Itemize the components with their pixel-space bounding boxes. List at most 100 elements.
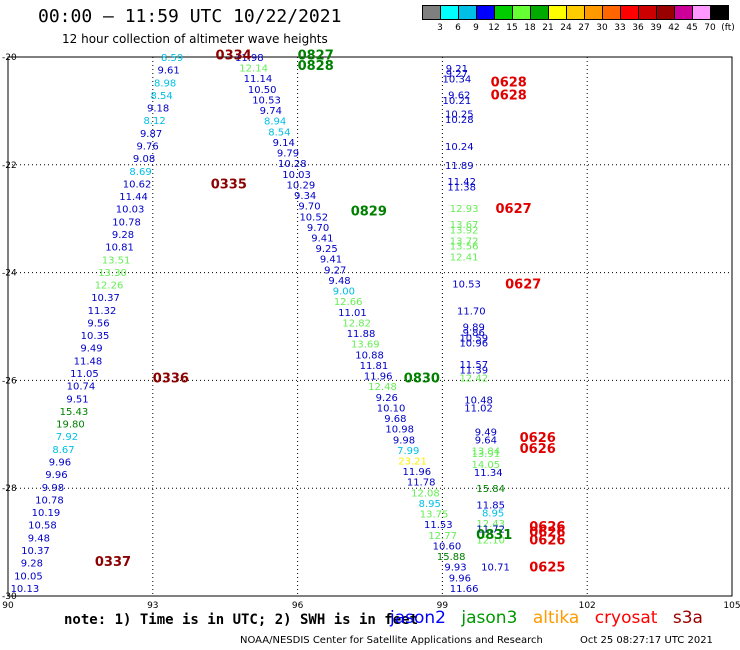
wave-height-label: 15.88: [437, 552, 466, 563]
wave-height-label: 9.64: [475, 436, 497, 447]
wave-height-label: 12.42: [459, 374, 488, 385]
x-tick-label: 102: [579, 601, 596, 611]
pass-time-label: 0628: [491, 75, 527, 90]
pass-time-label: 0626: [520, 442, 556, 457]
wave-height-label: 10.53: [452, 279, 481, 290]
x-tick-label: 105: [723, 601, 740, 611]
pass-time-label: 0626: [520, 431, 556, 446]
legend-item-altika: altika: [532, 608, 580, 628]
wave-height-label: 9.00: [333, 287, 355, 298]
wave-height-label: 9.70: [298, 202, 320, 213]
wave-height-label: 10.19: [32, 508, 61, 519]
wave-height-label: 23.21: [398, 456, 427, 467]
wave-height-label: 8.67: [52, 445, 74, 456]
wave-height-label: 10.53: [252, 95, 281, 106]
pass-time-label: 0335: [211, 178, 247, 193]
wave-height-label: 10.81: [105, 243, 134, 254]
color-scale-label: 24: [560, 23, 572, 33]
color-scale-label: 3: [437, 23, 443, 33]
wave-height-label: 11.88: [347, 329, 376, 340]
wave-height-label: 10.05: [14, 571, 43, 582]
wave-height-label: 9.51: [66, 394, 88, 405]
wave-height-label: 11.14: [244, 74, 273, 85]
color-scale-label: 6: [455, 23, 461, 33]
wave-height-label: 9.26: [376, 393, 398, 404]
color-scale-swatch: [710, 5, 729, 20]
wave-height-label: 10.34: [443, 75, 472, 86]
wave-height-label: 8.95: [482, 508, 504, 519]
legend-item-cryosat: cryosat: [594, 608, 658, 628]
wave-height-label: 7.99: [397, 446, 419, 457]
wave-height-label: 14.05: [472, 460, 501, 471]
wave-height-label: 13.56: [450, 242, 479, 253]
footnote: note: 1) Time is in UTC; 2) SWH is in fe…: [64, 612, 419, 628]
wave-height-label: 13.92: [450, 225, 479, 236]
wave-height-label: 9.41: [311, 234, 333, 245]
wave-height-label: 12.26: [95, 281, 124, 292]
wave-height-label: 11.05: [70, 369, 99, 380]
wave-height-label: 10.88: [355, 350, 384, 361]
wave-height-label: 8.95: [419, 499, 441, 510]
wave-height-label: 8.54: [150, 91, 172, 102]
wave-height-label: 15.43: [60, 407, 89, 418]
wave-height-label: 9.79: [277, 149, 299, 160]
wave-height-label: 11.32: [88, 306, 117, 317]
pass-time-label: 0830: [404, 372, 440, 387]
y-tick-label: -28: [2, 484, 17, 494]
wave-height-label: 9.96: [449, 573, 471, 584]
wave-height-label: 11.02: [464, 403, 493, 414]
color-scale-label: 36: [632, 23, 644, 33]
wave-height-label: 19.80: [56, 420, 85, 431]
wave-height-label: 12.10: [476, 535, 505, 546]
wave-height-label: 11.96: [403, 467, 432, 478]
wave-height-label: 9.56: [87, 318, 109, 329]
wave-height-label: 11.39: [459, 366, 488, 377]
wave-height-label: 9.21: [446, 64, 468, 75]
color-scale-label: 9: [473, 23, 479, 33]
chart-title: 00:00 – 11:59 UTC 10/22/2021: [38, 6, 342, 27]
wave-height-label: 11.96: [364, 372, 393, 383]
wave-height-label: 11.44: [119, 192, 148, 203]
wave-height-label: 9.08: [133, 154, 155, 165]
wave-height-label: 10.96: [459, 339, 488, 350]
wave-height-label: 10.28: [445, 115, 474, 126]
wave-height-label: 9.34: [294, 191, 316, 202]
wave-height-label: 12.77: [428, 531, 457, 542]
wave-height-label: 11.01: [338, 308, 367, 319]
wave-height-label: 10.59: [459, 333, 488, 344]
x-tick-label: 90: [2, 601, 14, 611]
legend-item-s3a: s3a: [672, 608, 703, 628]
wave-height-label: 11.81: [360, 361, 389, 372]
wave-height-label: 13.30: [98, 268, 127, 279]
wave-height-label: 13.91: [472, 449, 501, 460]
wave-height-label: 9.98: [42, 483, 64, 494]
wave-height-label: 10.78: [35, 495, 64, 506]
wave-height-label: 10.50: [248, 85, 277, 96]
footer-timestamp: Oct 25 08:27:17 UTC 2021: [580, 635, 713, 646]
wave-height-label: 11.78: [407, 478, 436, 489]
color-scale-label: 30: [596, 23, 608, 33]
wave-height-label: 9.41: [320, 255, 342, 266]
wave-height-label: 9.49: [475, 428, 497, 439]
wave-height-label: 8.94: [264, 117, 286, 128]
wave-height-label: 12.14: [239, 64, 268, 75]
color-scale-label: 39: [650, 23, 662, 33]
wave-height-label: 9.49: [80, 344, 102, 355]
pass-time-label: 0625: [529, 560, 565, 575]
pass-time-label: 0628: [491, 89, 527, 104]
y-tick-label: -20: [2, 53, 17, 63]
pass-time-label: 0831: [476, 528, 512, 543]
wave-height-label: 9.62: [448, 91, 470, 102]
wave-height-label: 12.93: [450, 204, 479, 215]
color-scale-label: 21: [542, 23, 554, 33]
wave-height-label: 12.82: [342, 318, 371, 329]
x-tick-label: 93: [147, 601, 158, 611]
wave-height-label: 10.03: [282, 170, 311, 181]
wave-height-label: 11.89: [445, 161, 474, 172]
pass-time-label: 0334: [216, 48, 252, 63]
wave-height-label: 9.48: [28, 533, 50, 544]
wave-height-label: 12.41: [450, 252, 479, 263]
wave-height-label: 8.98: [154, 78, 176, 89]
pass-time-label: 0627: [495, 202, 531, 217]
wave-height-label: 10.24: [445, 142, 474, 153]
